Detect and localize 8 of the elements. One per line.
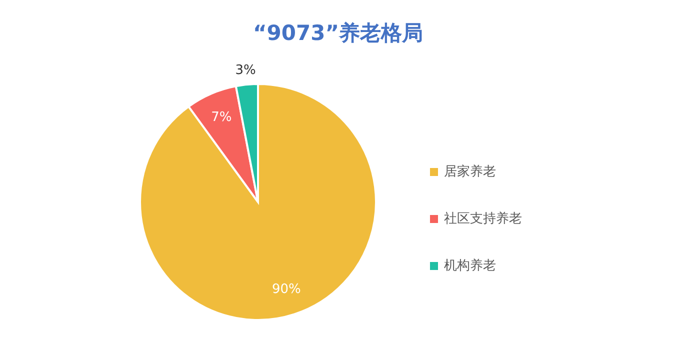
data-label: 3% [235, 63, 256, 78]
chart-title: “9073”养老格局 [252, 21, 424, 45]
data-label: 7% [211, 110, 232, 126]
data-label: 90% [272, 282, 301, 298]
legend-label: 社区支持养老 [444, 210, 522, 227]
legend-label: 居家养老 [444, 164, 496, 180]
legend-label: 机构养老 [444, 258, 496, 274]
pie-slice [139, 83, 377, 321]
